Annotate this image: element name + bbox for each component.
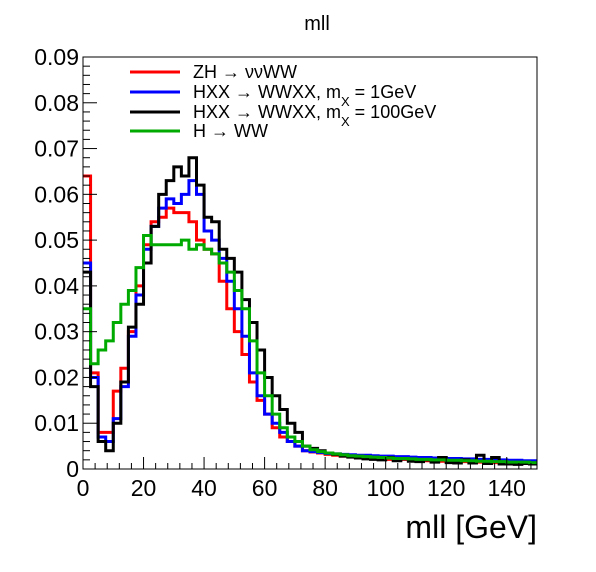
chart-title: mll — [304, 13, 330, 35]
y-tick-label: 0.08 — [34, 90, 79, 116]
y-tick-label: 0.02 — [34, 364, 79, 390]
series-layer — [83, 156, 537, 466]
y-tick-label: 0.01 — [34, 410, 79, 436]
x-tick-label: 0 — [77, 475, 90, 501]
y-tick-label: 0.04 — [34, 273, 79, 299]
y-tick-label: 0 — [66, 456, 79, 482]
y-tick-label: 0.07 — [34, 136, 79, 162]
y-tick-label: 0.09 — [34, 44, 79, 70]
y-tick-label: 0.06 — [34, 181, 79, 207]
x-tick-label: 100 — [366, 475, 404, 501]
legend-label-3: HXX → WWXX, mX = 100GeV — [193, 102, 436, 129]
y-tick-label: 0.05 — [34, 227, 79, 253]
x-axis-label: mll [GeV] — [405, 509, 537, 545]
legend-label-4: H → WW — [193, 121, 268, 141]
x-tick-label: 120 — [427, 475, 465, 501]
legend-label-2: HXX → WWXX, mX = 1GeV — [193, 82, 416, 109]
series-line-1 — [83, 174, 537, 466]
x-tick-label: 80 — [312, 475, 338, 501]
y-tick-label: 0.03 — [34, 319, 79, 345]
legend-label-1: ZH → ννWW — [193, 62, 297, 82]
x-tick-label: 140 — [488, 475, 526, 501]
x-tick-label: 20 — [131, 475, 157, 501]
x-tick-label: 60 — [252, 475, 278, 501]
series-line-3 — [83, 156, 537, 466]
plot-frame — [82, 56, 538, 470]
axis-layer: 0 20 40 60 80 100 120 140 0 0.01 0.02 0.03 0.04 0.05 0… — [34, 44, 532, 501]
series-line-4 — [83, 234, 537, 465]
x-tick-label: 40 — [191, 475, 217, 501]
